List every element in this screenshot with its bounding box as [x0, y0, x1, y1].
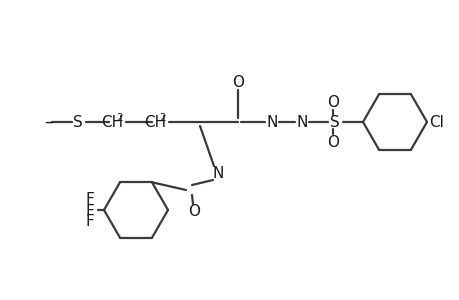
Text: O: O	[326, 134, 338, 149]
Text: –: –	[44, 113, 52, 131]
Text: 2: 2	[117, 113, 123, 123]
Text: F: F	[85, 214, 94, 230]
Text: N: N	[266, 115, 277, 130]
Text: S: S	[330, 115, 339, 130]
Text: Cl: Cl	[429, 115, 443, 130]
Text: O: O	[326, 94, 338, 110]
Text: 2: 2	[159, 113, 166, 123]
Text: S: S	[73, 115, 83, 130]
Text: F: F	[85, 193, 94, 208]
Text: O: O	[231, 74, 243, 89]
Text: O: O	[188, 205, 200, 220]
Text: N: N	[212, 167, 223, 182]
Text: N: N	[296, 115, 307, 130]
Text: F: F	[85, 203, 94, 218]
Text: CH: CH	[101, 115, 123, 130]
Text: CH: CH	[144, 115, 166, 130]
